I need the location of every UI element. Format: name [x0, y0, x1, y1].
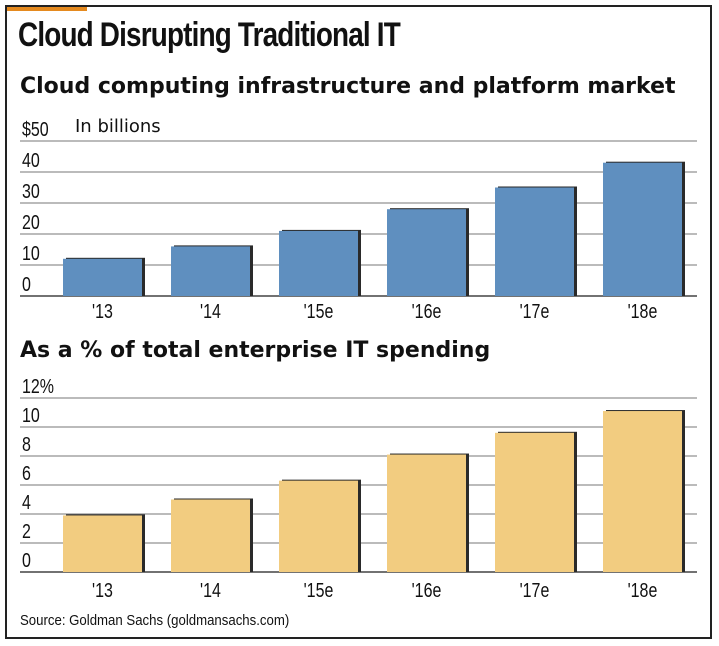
chart-1-unit-label: In billions	[75, 116, 161, 137]
chart-frame	[5, 5, 712, 639]
corner-accent	[7, 7, 87, 11]
chart-1-title: Cloud computing infrastructure and platf…	[20, 74, 676, 99]
source-note: Source: Goldman Sachs (goldmansachs.com)	[20, 612, 290, 629]
chart-2-title: As a % of total enterprise IT spending	[20, 338, 491, 363]
chart-title: Cloud Disrupting Traditional IT	[18, 16, 401, 54]
